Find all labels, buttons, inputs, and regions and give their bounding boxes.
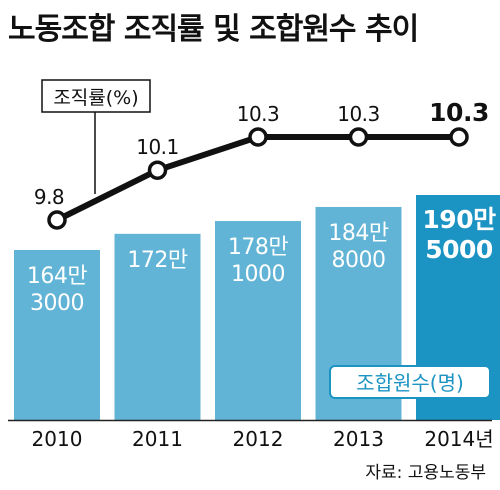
bar-2011 xyxy=(114,233,201,420)
x-tick-label: 2010 xyxy=(32,427,83,451)
bar-value-label: 3000 xyxy=(30,291,84,316)
bar-value-label: 184만 xyxy=(328,221,388,246)
bar-value-label: 178만 xyxy=(228,235,288,260)
line-value-label: 10.3 xyxy=(429,98,489,127)
source-note: 자료: 고용노동부 xyxy=(365,463,486,483)
x-tick-label: 2014년 xyxy=(424,427,493,451)
chart-title: 노동조합 조직률 및 조합원수 추이 xyxy=(8,12,419,47)
legend-bars-box xyxy=(329,365,491,399)
line-point xyxy=(147,160,168,180)
line-point xyxy=(47,210,67,230)
bar-value-label: 190만 xyxy=(422,205,496,234)
line-point xyxy=(449,127,469,147)
legend-bars-label: 조합원수(명) xyxy=(356,371,464,395)
bar-value-label: 5000 xyxy=(425,235,493,264)
x-tick-label: 2011 xyxy=(132,427,183,451)
x-tick-label: 2013 xyxy=(333,427,384,451)
legend-line-box xyxy=(41,79,151,113)
line-value-label: 9.8 xyxy=(34,185,64,209)
bar-2010 xyxy=(14,250,100,420)
line-point xyxy=(248,127,268,147)
line-point xyxy=(348,127,369,147)
legend-line-label: 조직률(%) xyxy=(53,87,138,109)
bar-value-label: 1000 xyxy=(231,262,285,287)
line-value-label: 10.3 xyxy=(237,102,280,126)
bar-value-label: 172만 xyxy=(127,248,187,273)
line-value-label: 10.1 xyxy=(136,135,179,159)
bar-value-label: 164만 xyxy=(27,264,87,289)
bar-value-label: 8000 xyxy=(332,248,386,273)
bar-2012 xyxy=(215,221,301,420)
line-value-label: 10.3 xyxy=(337,102,380,126)
x-tick-label: 2012 xyxy=(233,427,284,451)
